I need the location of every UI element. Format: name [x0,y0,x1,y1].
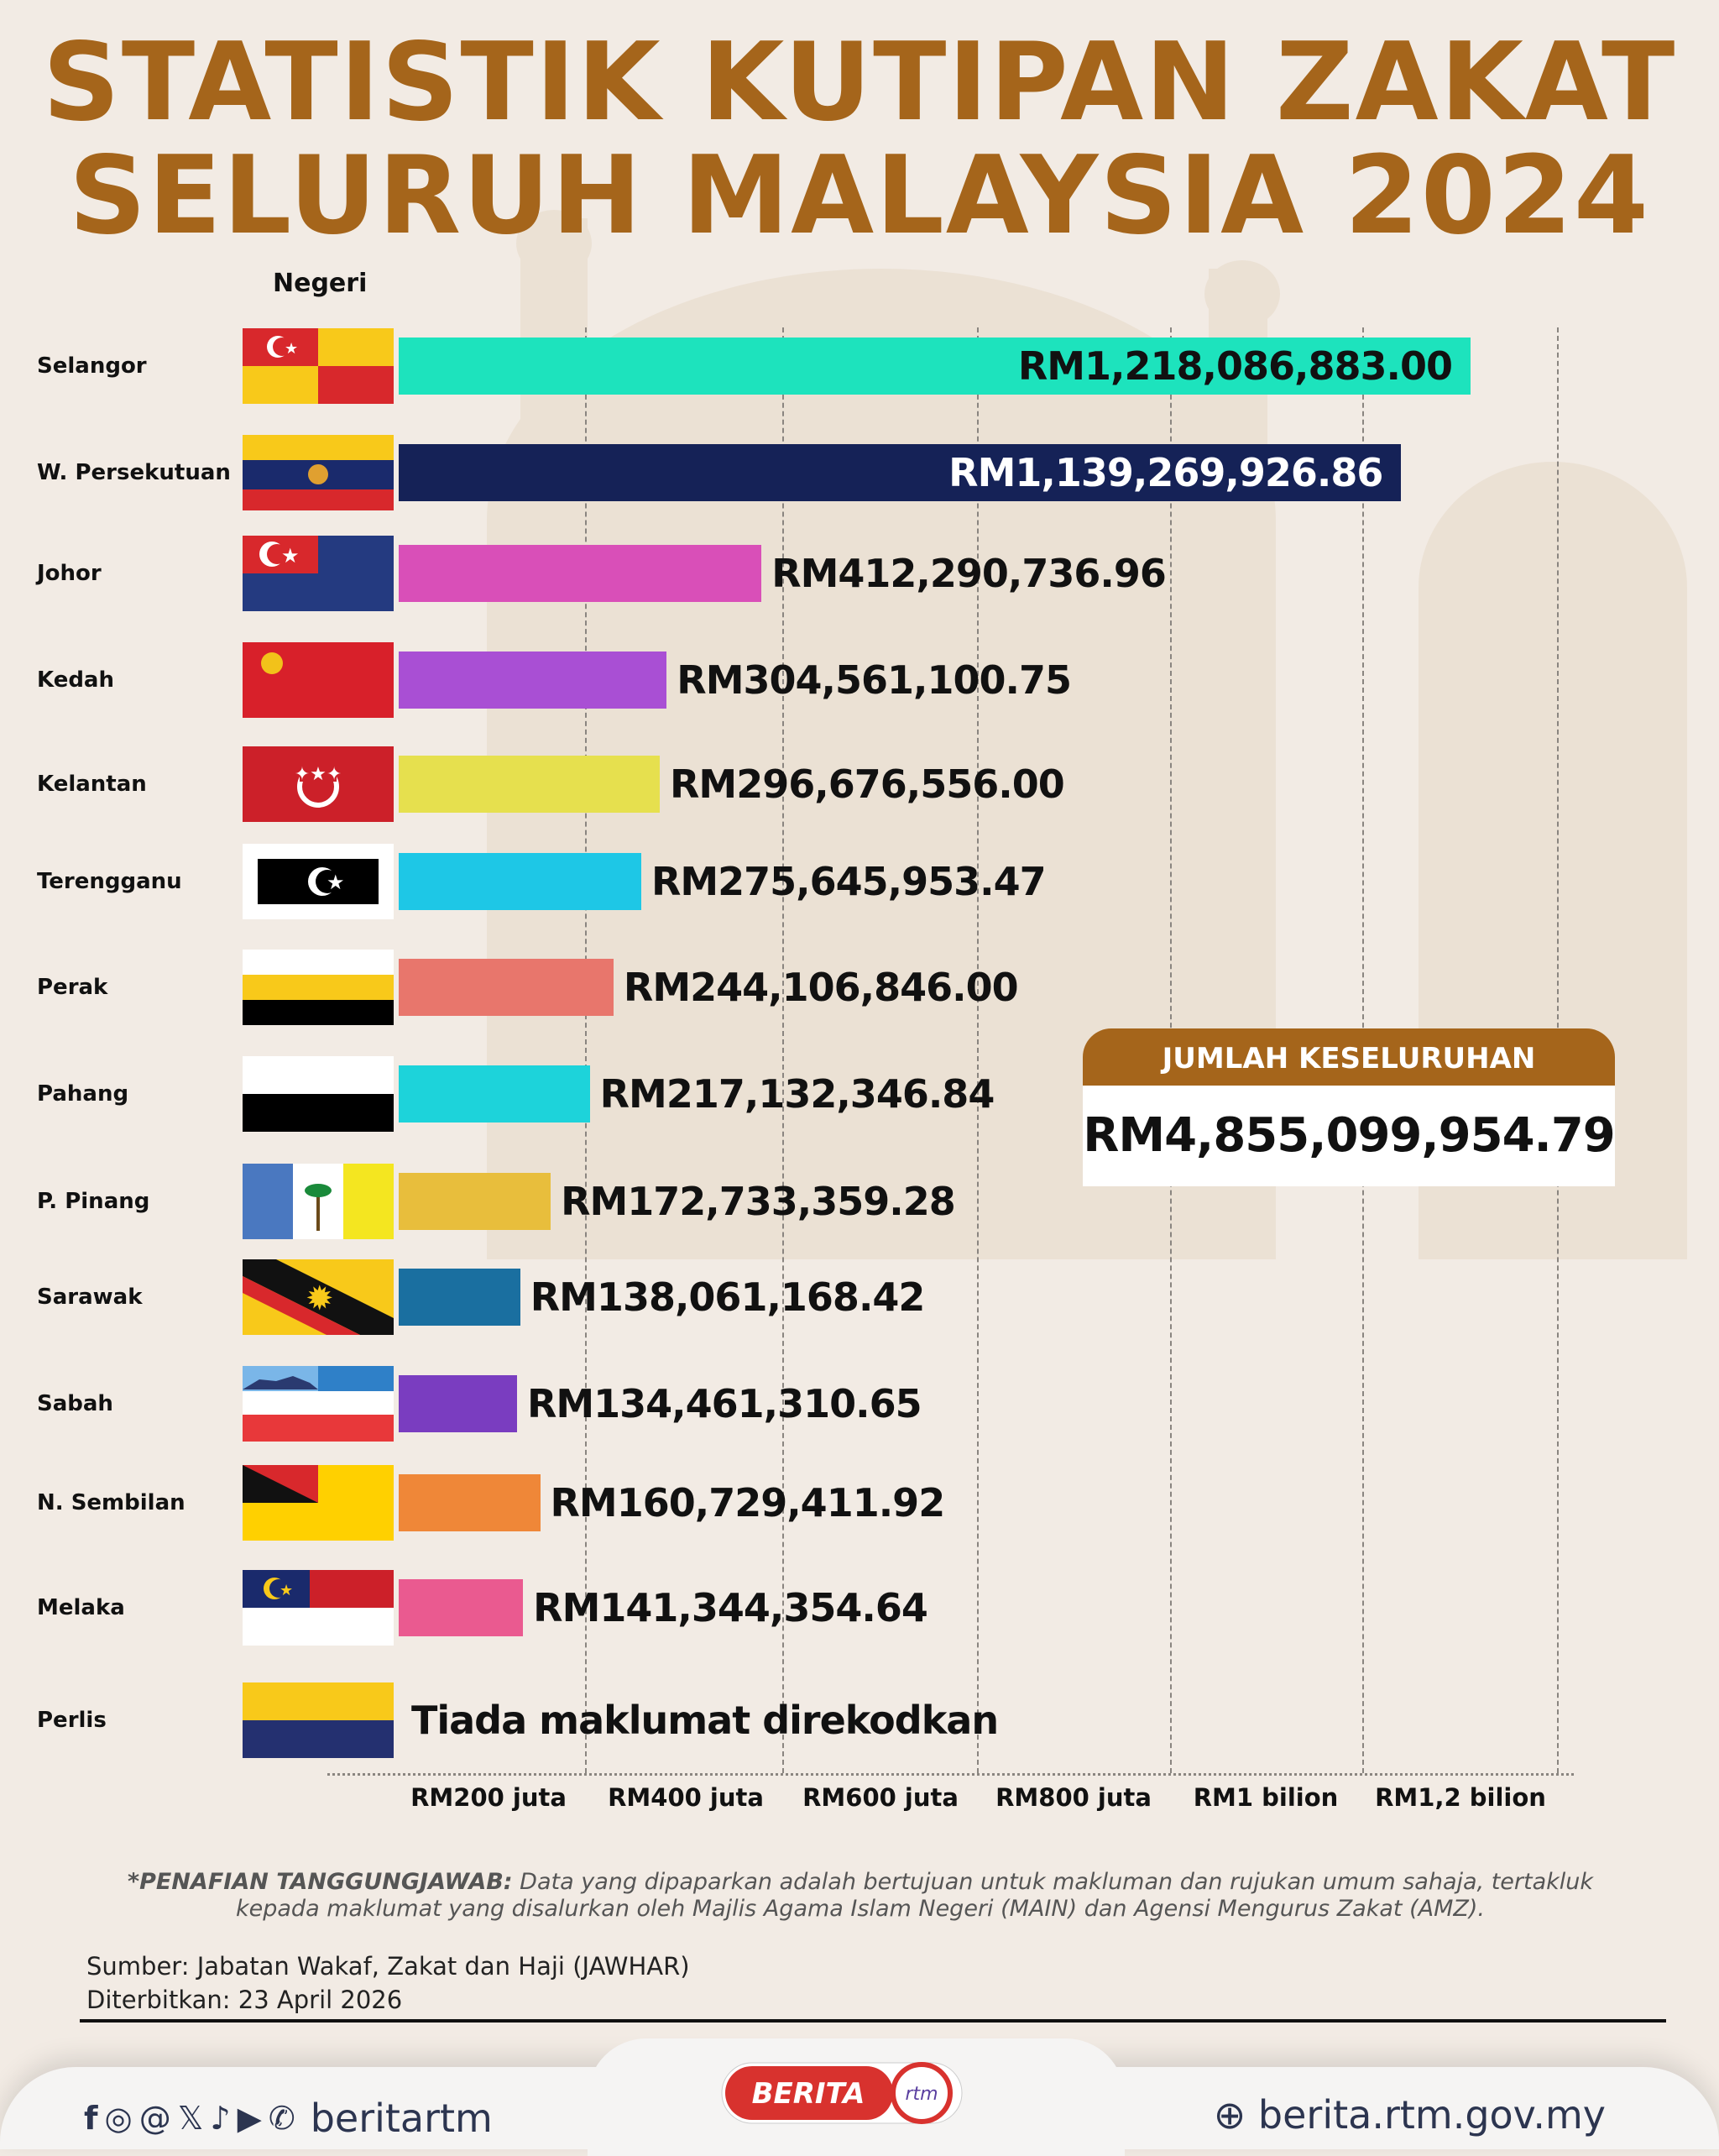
logo-text: BERITA [752,2077,865,2111]
data-label: RM275,645,953.47 [651,859,1047,904]
bar [399,959,614,1016]
data-label: RM412,290,736.96 [771,551,1167,596]
bar [399,1173,551,1230]
tiktok-icon[interactable]: ♪ [210,2100,231,2137]
globe-icon: ⊕ [1213,2092,1258,2138]
threads-icon[interactable]: @ [138,2100,171,2137]
website-text[interactable]: berita.rtm.gov.my [1257,2092,1606,2138]
flag-johor-icon: ★ [243,536,394,611]
x-tick-label: RM600 juta [802,1783,959,1812]
bar [399,652,667,709]
bar [399,1065,590,1122]
flag-terengganu-icon: ★ [243,844,394,919]
data-label: RM138,061,168.42 [530,1274,926,1320]
published-date: Diterbitkan: 23 April 2026 [86,1986,403,2014]
category-label: Selangor [37,353,147,379]
disclaimer: *PENAFIAN TANGGUNGJAWAB: Data yang dipap… [118,1869,1603,1923]
bar [399,756,661,813]
category-label: Melaka [37,1595,125,1620]
x-axis-line [327,1773,1574,1776]
flag-penang-icon [243,1164,394,1239]
flag-kelantan-icon: ✦★✦ [243,746,394,822]
gridline [977,327,979,1773]
data-label: RM160,729,411.92 [550,1480,946,1525]
category-label: Kelantan [37,772,147,797]
bar [399,1269,520,1326]
bar [399,444,1402,501]
logo-sub: rtm [905,2084,938,2105]
svg-text:✹: ✹ [306,1279,334,1318]
data-label: RM1,139,269,926.86 [948,450,1383,495]
bar [399,1579,524,1636]
x-tick-label: RM800 juta [995,1783,1152,1812]
gridline [782,327,784,1773]
whatsapp-icon[interactable]: ✆ [268,2100,295,2137]
svg-text:★: ★ [327,871,345,894]
instagram-icon[interactable]: ◎ [104,2100,133,2137]
disclaimer-heading: *PENAFIAN TANGGUNGJAWAB: [127,1869,513,1895]
data-label: RM304,561,100.75 [677,657,1072,703]
category-label: N. Sembilan [37,1490,185,1515]
title-line-1: STATISTIK KUTIPAN ZAKAT [42,20,1677,145]
title-line-2: SELURUH MALAYSIA 2024 [69,133,1650,259]
y-axis-label: Negeri [273,269,368,298]
divider [80,2019,1666,2023]
x-icon[interactable]: 𝕏 [177,2100,204,2137]
x-tick-label: RM400 juta [608,1783,764,1812]
x-tick-label: RM200 juta [410,1783,567,1812]
category-label: W. Persekutuan [37,460,231,485]
svg-text:✦★✦: ✦★✦ [295,764,342,785]
category-label: Perak [37,975,108,1000]
source-text: Sumber: Jabatan Wakaf, Zakat dan Haji (J… [86,1952,690,1981]
flag-selangor-icon: ★ [243,328,394,404]
svg-text:★: ★ [280,1582,293,1599]
category-label: Terengganu [37,869,182,894]
category-label: Sabah [37,1391,113,1416]
bar [399,338,1471,395]
flag-negeri-sembilan-icon [243,1465,394,1541]
bar [399,853,641,910]
x-tick-label: RM1,2 bilion [1375,1783,1546,1812]
data-label: RM296,676,556.00 [670,761,1065,807]
category-label: Sarawak [37,1285,143,1310]
category-label: Kedah [37,667,114,693]
category-label: Pahang [37,1081,129,1107]
gridline [585,327,587,1773]
data-label: Tiada maklumat direkodkan [411,1698,999,1743]
category-label: P. Pinang [37,1189,150,1214]
svg-text:★: ★ [281,544,300,568]
total-value: RM4,855,099,954.79 [1083,1086,1616,1186]
x-tick-label: RM1 bilion [1193,1783,1339,1812]
data-label: RM217,132,346.84 [599,1071,995,1117]
bar [399,545,762,602]
berita-rtm-logo[interactable]: BERITA rtm [720,2061,964,2125]
flag-perlis-icon [243,1682,394,1758]
flag-melaka-icon: ★ [243,1570,394,1646]
social-links: f ◎ @ 𝕏 ♪ ▶ ✆ beritartm [84,2096,493,2141]
youtube-icon[interactable]: ▶ [237,2100,262,2137]
data-label: RM134,461,310.65 [526,1381,922,1426]
total-label: JUMLAH KESELURUHAN [1083,1028,1615,1086]
website-link[interactable]: ⊕ berita.rtm.gov.my [1214,2092,1606,2138]
flag-sarawak-icon: ✹ [243,1259,394,1335]
data-label: RM1,218,086,883.00 [1017,343,1453,389]
svg-text:★: ★ [285,340,298,358]
flag-pahang-icon [243,1056,394,1132]
disclaimer-text: Data yang dipaparkan adalah bertujuan un… [236,1869,1594,1922]
facebook-icon[interactable]: f [84,2100,98,2137]
flag-sabah-icon [243,1366,394,1442]
bar [399,1375,517,1432]
category-label: Johor [37,561,102,586]
social-handle[interactable]: beritartm [310,2096,493,2141]
flag-perak-icon [243,950,394,1025]
bar [399,1474,541,1531]
data-label: RM141,344,354.64 [533,1585,928,1630]
flag-wp-icon [243,435,394,510]
category-label: Perlis [37,1708,107,1733]
flag-kedah-icon [243,642,394,718]
data-label: RM244,106,846.00 [623,965,1019,1010]
data-label: RM172,733,359.28 [561,1179,956,1224]
